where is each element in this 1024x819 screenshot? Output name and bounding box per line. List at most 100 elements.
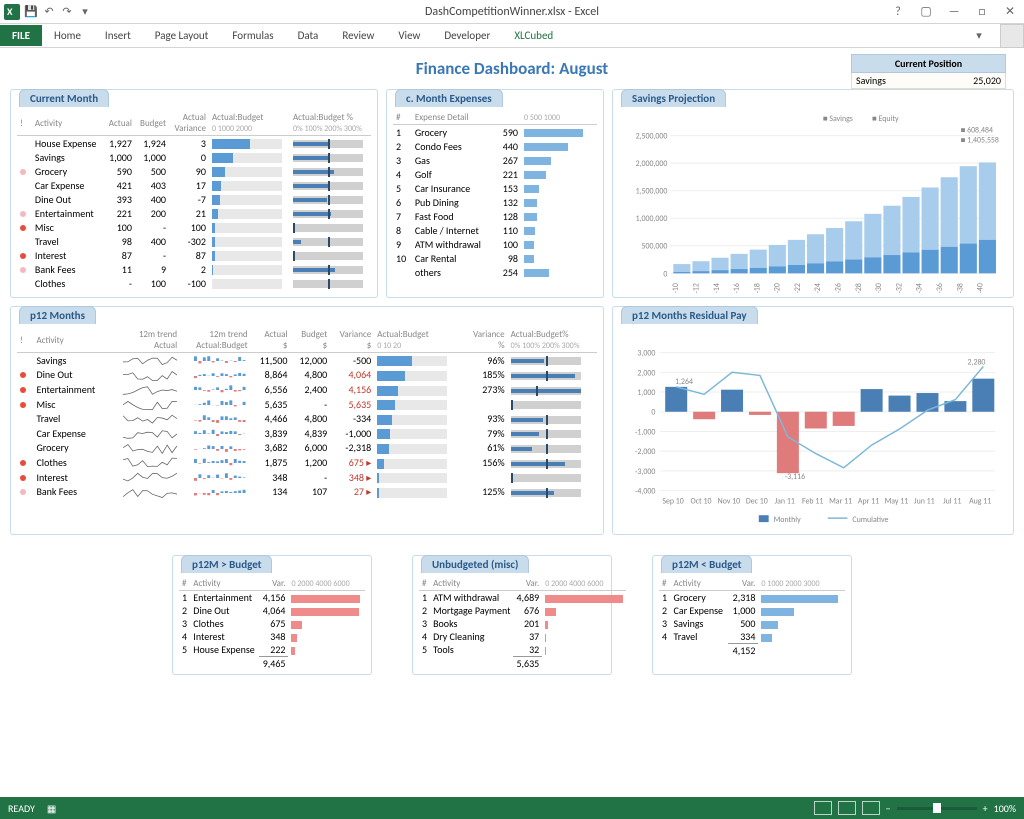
macro-icon[interactable]: ▦ bbox=[47, 802, 56, 815]
under-budget-table: #ActivityVar.0 1000 2000 30001Grocery2,3… bbox=[659, 577, 845, 657]
svg-text:Nov 10: Nov 10 bbox=[718, 496, 741, 506]
normal-view-icon[interactable] bbox=[814, 801, 832, 815]
svg-text:3,000: 3,000 bbox=[637, 349, 655, 359]
panel-title: p12M > Budget bbox=[181, 555, 272, 573]
residual-pay-panel: p12 Months Residual Pay -4,000-3,000-2,0… bbox=[612, 306, 1014, 535]
svg-text:-3,116: -3,116 bbox=[785, 472, 805, 482]
svg-text:Jan 11: Jan 11 bbox=[775, 496, 795, 506]
dashboard-content: Finance Dashboard: August Current Positi… bbox=[0, 48, 1024, 795]
ribbon-tab-developer[interactable]: Developer bbox=[432, 25, 502, 46]
svg-text:2,280: 2,280 bbox=[968, 357, 986, 367]
svg-text:0: 0 bbox=[663, 270, 667, 279]
svg-text:Sep-22: Sep-22 bbox=[794, 283, 803, 293]
window-title: DashCompetitionWinner.xlsx - Excel bbox=[425, 5, 599, 19]
svg-text:Sep-10: Sep-10 bbox=[672, 283, 681, 293]
svg-text:-1,000: -1,000 bbox=[635, 427, 655, 437]
panel-title: p12M < Budget bbox=[661, 555, 752, 573]
undo-icon[interactable]: ↶ bbox=[42, 5, 56, 19]
svg-text:Jun 11: Jun 11 bbox=[914, 496, 935, 506]
svg-text:Sep-26: Sep-26 bbox=[835, 283, 844, 293]
svg-text:1,500,000: 1,500,000 bbox=[636, 188, 668, 197]
svg-text:Sep-36: Sep-36 bbox=[936, 283, 945, 293]
svg-text:Apr 11: Apr 11 bbox=[858, 496, 879, 506]
ribbon-tab-file[interactable]: FILE bbox=[0, 25, 42, 46]
current-month-panel: Current Month !ActivityActualBudgetActua… bbox=[10, 89, 378, 298]
status-bar: READY ▦ − + 100% bbox=[0, 797, 1024, 819]
minimize-icon[interactable]: — bbox=[944, 4, 964, 20]
ribbon-tab-home[interactable]: Home bbox=[42, 25, 93, 46]
svg-text:Jul 11: Jul 11 bbox=[943, 496, 961, 506]
svg-text:Sep-40: Sep-40 bbox=[977, 283, 986, 293]
month-expenses-table: #Expense Detail0 500 10001Grocery5902Con… bbox=[393, 111, 597, 279]
status-ready: READY bbox=[8, 802, 35, 815]
ribbon-tab-page-layout[interactable]: Page Layout bbox=[143, 25, 221, 46]
svg-text:Sep-24: Sep-24 bbox=[814, 283, 823, 293]
svg-text:Oct 10: Oct 10 bbox=[691, 496, 712, 506]
savings-chart: ■ Savings■ Equity■ 608,484■ 1,405,558050… bbox=[619, 111, 1007, 293]
savings-projection-panel: Savings Projection ■ Savings■ Equity■ 60… bbox=[612, 89, 1014, 298]
over-budget-table: #ActivityVar.0 2000 4000 60001Entertainm… bbox=[179, 577, 365, 670]
title-bar: 💾 ↶ ↷ ▾ DashCompetitionWinner.xlsx - Exc… bbox=[0, 0, 1024, 24]
ribbon-tab-insert[interactable]: Insert bbox=[93, 25, 143, 46]
ribbon-tab-xlcubed[interactable]: XLCubed bbox=[502, 25, 565, 46]
user-dropdown-icon[interactable]: ▾ bbox=[972, 29, 986, 43]
svg-text:Monthly: Monthly bbox=[774, 515, 802, 525]
panel-title: Savings Projection bbox=[621, 89, 726, 107]
panel-title: Current Month bbox=[19, 89, 109, 107]
help-icon[interactable]: ? bbox=[888, 4, 908, 20]
panel-title: Unbudgeted (misc) bbox=[421, 555, 529, 573]
svg-text:2,000,000: 2,000,000 bbox=[636, 160, 668, 169]
svg-text:Sep-28: Sep-28 bbox=[855, 283, 864, 293]
svg-text:Sep-16: Sep-16 bbox=[733, 283, 742, 293]
unbudgeted-table: #ActivityVar.0 2000 4000 60001ATM withdr… bbox=[419, 577, 626, 670]
unbudgeted-panel: Unbudgeted (misc) #ActivityVar.0 2000 40… bbox=[412, 555, 612, 675]
qat-dropdown-icon[interactable]: ▾ bbox=[78, 5, 92, 19]
residual-chart: -4,000-3,000-2,000-1,00001,0002,0003,000… bbox=[619, 328, 1007, 530]
ribbon-tab-data[interactable]: Data bbox=[286, 25, 331, 46]
excel-icon bbox=[4, 4, 20, 20]
ribbon-tab-formulas[interactable]: Formulas bbox=[220, 25, 285, 46]
curpos-row: Savings25,020 bbox=[851, 73, 1006, 89]
zoom-level[interactable]: 100% bbox=[994, 802, 1016, 815]
ribbon-tab-review[interactable]: Review bbox=[330, 25, 386, 46]
zoom-slider[interactable] bbox=[897, 807, 977, 810]
svg-text:■ Savings: ■ Savings bbox=[823, 115, 853, 124]
svg-text:■ 1,405,558: ■ 1,405,558 bbox=[961, 136, 999, 145]
svg-text:2,000: 2,000 bbox=[637, 368, 655, 378]
svg-text:May 11: May 11 bbox=[885, 496, 909, 506]
ribbon-options-icon[interactable]: ▢ bbox=[916, 4, 936, 20]
under-budget-panel: p12M < Budget #ActivityVar.0 1000 2000 3… bbox=[652, 555, 852, 675]
svg-text:Sep-38: Sep-38 bbox=[956, 283, 965, 293]
svg-text:Cumulative: Cumulative bbox=[852, 515, 888, 525]
page-layout-view-icon[interactable] bbox=[838, 801, 856, 815]
over-budget-panel: p12M > Budget #ActivityVar.0 2000 4000 6… bbox=[172, 555, 372, 675]
svg-text:Feb 11: Feb 11 bbox=[802, 496, 823, 506]
svg-text:Sep 10: Sep 10 bbox=[662, 496, 683, 506]
svg-text:2,500,000: 2,500,000 bbox=[636, 133, 668, 142]
svg-text:Sep-32: Sep-32 bbox=[895, 283, 904, 293]
svg-text:500,000: 500,000 bbox=[642, 243, 668, 252]
svg-text:Mar 11: Mar 11 bbox=[829, 496, 852, 506]
svg-text:1,264: 1,264 bbox=[675, 377, 693, 387]
svg-text:■ 608,484: ■ 608,484 bbox=[961, 127, 993, 136]
panel-title: p12 Months Residual Pay bbox=[621, 306, 758, 324]
redo-icon[interactable]: ↷ bbox=[60, 5, 74, 19]
close-icon[interactable]: ✕ bbox=[1000, 4, 1020, 20]
svg-text:-2,000: -2,000 bbox=[635, 447, 655, 457]
svg-text:-3,000: -3,000 bbox=[635, 467, 655, 477]
panel-title: p12 Months bbox=[19, 306, 96, 324]
zoom-out-icon[interactable]: − bbox=[886, 802, 891, 815]
svg-text:Sep-20: Sep-20 bbox=[774, 283, 783, 293]
svg-text:1,000,000: 1,000,000 bbox=[636, 215, 668, 224]
maximize-icon[interactable]: □ bbox=[972, 4, 992, 20]
svg-text:Dec 10: Dec 10 bbox=[746, 496, 768, 506]
ribbon-tab-view[interactable]: View bbox=[386, 25, 432, 46]
save-icon[interactable]: 💾 bbox=[24, 5, 38, 19]
p12-months-panel: p12 Months !Activity12m trendActual12m t… bbox=[10, 306, 604, 535]
zoom-in-icon[interactable]: + bbox=[983, 802, 988, 815]
user-avatar[interactable] bbox=[1000, 24, 1024, 48]
page-break-view-icon[interactable] bbox=[862, 801, 880, 815]
svg-text:Sep-30: Sep-30 bbox=[875, 283, 884, 293]
ribbon-tabs: FILEHomeInsertPage LayoutFormulasDataRev… bbox=[0, 24, 1024, 48]
month-expenses-panel: c. Month Expenses #Expense Detail0 500 1… bbox=[386, 89, 604, 298]
